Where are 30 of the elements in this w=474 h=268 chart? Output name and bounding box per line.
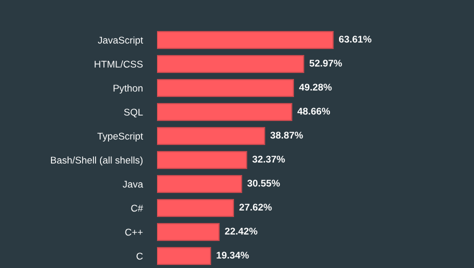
y-tick-label: TypeScript [97,132,144,142]
data-label: 19.34% [216,252,249,259]
data-label: 30.55% [247,180,280,187]
y-tick-label: C# [131,204,144,212]
bar [157,31,334,49]
bar [157,175,242,193]
bar [157,223,220,241]
data-label: 22.42% [224,228,258,235]
bar [157,55,304,73]
y-tick-label: C [136,252,143,260]
y-tick-label: HTML/CSS [94,60,143,68]
bar [157,103,292,121]
bar [157,79,294,97]
data-label: 27.62% [239,204,272,211]
bar [157,199,234,217]
bar [157,127,266,145]
y-tick-label: SQL [124,108,143,118]
y-tick-label: Bash/Shell (all shells) [50,156,143,166]
data-label: 52.97% [310,60,342,67]
y-tick-label: Java [122,180,144,188]
y-tick-label: Python [114,84,142,94]
y-tick-label: C++ [125,228,143,236]
bar [157,151,248,169]
data-label: 38.87% [270,132,303,139]
data-label: 32.37% [252,156,285,163]
data-label: 49.28% [299,84,332,91]
bar [157,247,212,265]
data-label: 48.66% [297,108,330,115]
data-label: 63.61% [339,36,372,43]
y-tick-label: JavaScript [98,36,144,46]
